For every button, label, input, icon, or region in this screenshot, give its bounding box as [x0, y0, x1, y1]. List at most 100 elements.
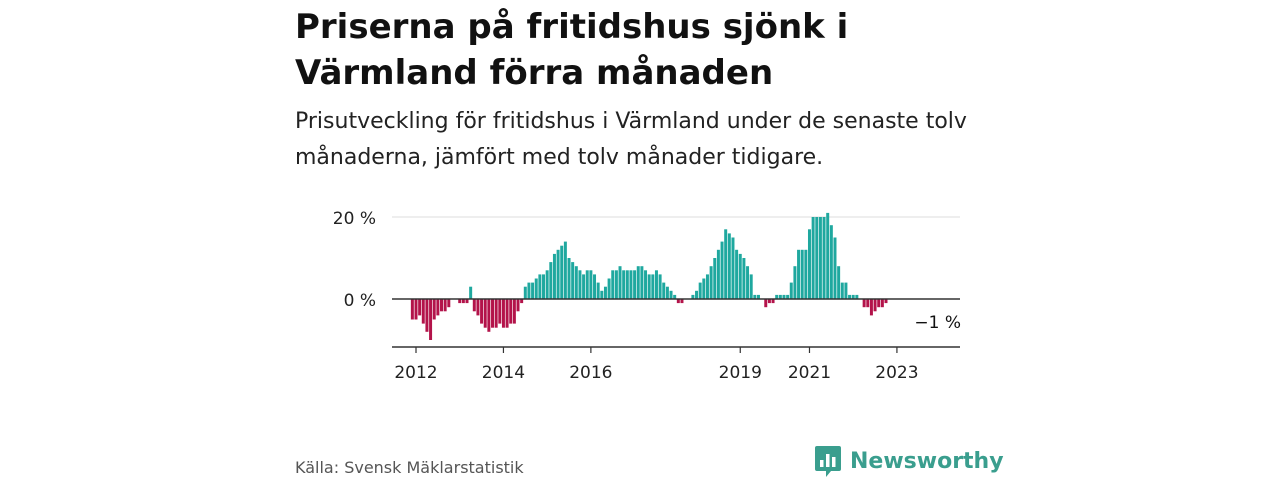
bar [563, 241, 567, 299]
x-tick-label: 2016 [569, 363, 612, 383]
bar [789, 282, 793, 299]
bar [654, 270, 658, 299]
bar [567, 258, 571, 299]
x-tick-label: 2023 [875, 363, 918, 383]
bar [695, 290, 699, 299]
bar [877, 299, 881, 308]
bar [545, 270, 549, 299]
bar [705, 274, 709, 299]
bar [716, 249, 720, 299]
bar [443, 299, 447, 312]
bar [607, 278, 611, 299]
bar [709, 266, 713, 299]
bar [753, 294, 757, 299]
bar [429, 299, 433, 340]
bar [491, 299, 495, 328]
bar [614, 270, 618, 299]
bar [775, 294, 779, 299]
bar [480, 299, 484, 324]
bar [826, 212, 830, 299]
bar [421, 299, 425, 324]
bar [786, 294, 790, 299]
bar [538, 274, 542, 299]
data-label: −1 % [914, 313, 961, 333]
bar [633, 270, 637, 299]
bar [673, 294, 677, 299]
bar [436, 299, 440, 316]
bar [833, 237, 837, 299]
bar [658, 274, 662, 299]
bar [764, 299, 768, 308]
bar [844, 282, 848, 299]
bar [483, 299, 487, 328]
bar [676, 299, 680, 304]
bar [585, 270, 589, 299]
bar [498, 299, 502, 324]
bar [807, 229, 811, 299]
bar [418, 299, 422, 316]
bar [469, 286, 473, 299]
x-tick-label: 2012 [394, 363, 437, 383]
bar [432, 299, 436, 320]
bar [793, 266, 797, 299]
bar [476, 299, 480, 316]
bar [749, 274, 753, 299]
bar [680, 299, 684, 304]
bar [571, 262, 575, 299]
bar [512, 299, 516, 324]
y-tick-label: 0 % [344, 291, 376, 311]
bar [501, 299, 505, 328]
bar [505, 299, 509, 328]
bar [647, 274, 651, 299]
bar [636, 266, 640, 299]
brand-name: Newsworthy [850, 448, 1004, 474]
bar [815, 217, 819, 299]
bar [640, 266, 644, 299]
bar [465, 299, 469, 304]
bar [461, 299, 465, 304]
bar [556, 249, 560, 299]
bar [713, 258, 717, 299]
bar [440, 299, 443, 312]
bar [731, 237, 735, 299]
bar [869, 299, 873, 316]
bar [618, 266, 622, 299]
bar [811, 217, 815, 299]
bar [804, 249, 808, 299]
bar [560, 245, 564, 299]
bar [735, 249, 739, 299]
bar [797, 249, 801, 299]
bar [531, 282, 535, 299]
bar [549, 262, 553, 299]
bar-series [410, 212, 888, 340]
bar [851, 294, 855, 299]
bar [527, 282, 531, 299]
bar [611, 270, 615, 299]
bar [625, 270, 629, 299]
source-note: Källa: Svensk Mäklarstatistik [295, 458, 524, 477]
bar [520, 299, 524, 304]
bar [698, 282, 702, 299]
bar [494, 299, 498, 328]
bar [622, 270, 626, 299]
bar [593, 274, 597, 299]
bar [800, 249, 804, 299]
bar [866, 299, 870, 308]
bar [756, 294, 760, 299]
bar [425, 299, 429, 332]
bar [782, 294, 786, 299]
brand-logo[interactable]: Newsworthy [814, 444, 1004, 478]
bar [691, 294, 695, 299]
bar [738, 253, 742, 299]
bar [574, 266, 578, 299]
bar [410, 299, 414, 320]
bar [472, 299, 476, 312]
bar [884, 299, 888, 304]
bar [603, 286, 607, 299]
bar [840, 282, 844, 299]
bar [516, 299, 520, 312]
bar [596, 282, 600, 299]
tick-labels: 0 % 20 % 2012 2014 2016 2019 2021 2023 −1 % [333, 209, 961, 383]
bar [742, 258, 746, 299]
bar [837, 266, 841, 299]
